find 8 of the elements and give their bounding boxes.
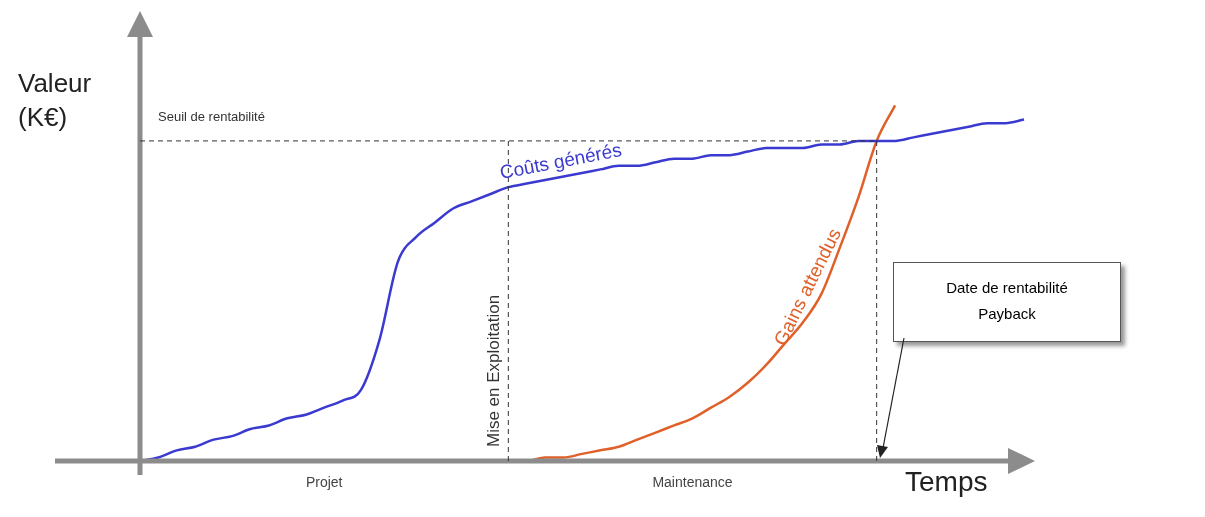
x-axis-title: Temps (905, 466, 988, 498)
y-axis-title: Valeur (K€) (18, 67, 93, 134)
text: Projet (305, 473, 343, 490)
annotation: Mise en Exploitation (483, 294, 503, 447)
text: Coûts générés (497, 138, 624, 184)
ref-line-label: Seuil de rentabilité (158, 109, 265, 124)
callout-box: Date de rentabilité Payback (893, 262, 1121, 342)
text: Maintenance (652, 473, 733, 490)
